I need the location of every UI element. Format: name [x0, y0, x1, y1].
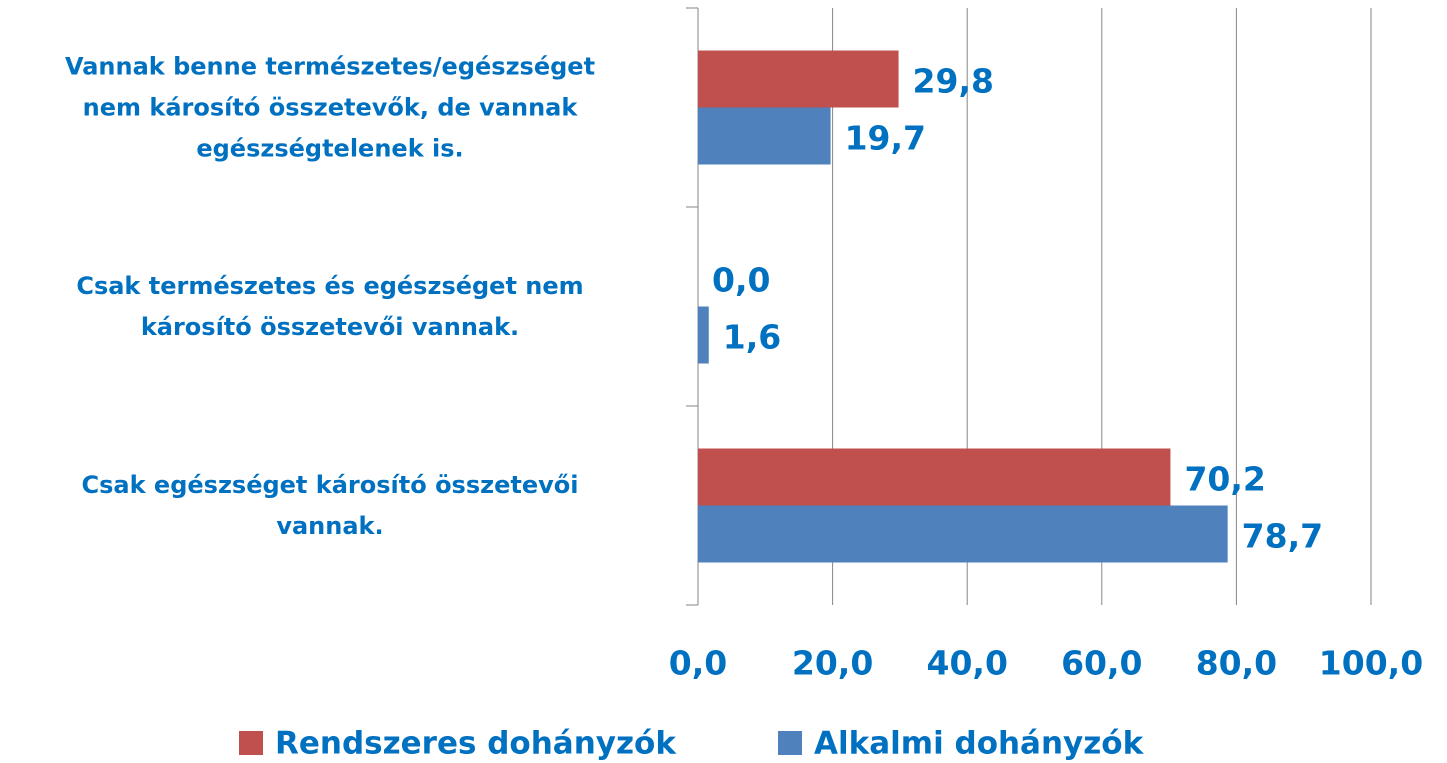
bar — [698, 50, 899, 108]
legend-swatch — [239, 731, 263, 755]
category-label: Csak természetes és egészséget nem káros… — [76, 271, 584, 341]
bar — [698, 306, 709, 364]
value-label: 78,7 — [1242, 517, 1323, 556]
value-label: 70,2 — [1184, 460, 1265, 499]
value-label: 29,8 — [913, 62, 994, 101]
x-tick-label: 100,0 — [1319, 644, 1423, 683]
x-tick-label: 0,0 — [669, 644, 727, 683]
x-tick-label: 80,0 — [1196, 644, 1277, 683]
value-label: 0,0 — [712, 261, 770, 300]
bar — [698, 448, 1171, 506]
x-tick-label: 40,0 — [926, 644, 1007, 683]
category-label: Csak egészséget károsító összetevői vann… — [81, 470, 579, 540]
x-tick-label: 20,0 — [792, 644, 873, 683]
legend-label: Alkalmi dohányzók — [814, 726, 1145, 762]
legend-label: Rendszeres dohányzók — [275, 726, 677, 762]
x-tick-label: 60,0 — [1061, 644, 1142, 683]
category-label: Vannak benne természetes/egészséget nem … — [64, 52, 596, 162]
value-label: 19,7 — [845, 119, 926, 158]
value-label: 1,6 — [723, 318, 781, 357]
bar — [698, 107, 831, 165]
bar — [698, 505, 1228, 563]
legend-swatch — [778, 731, 802, 755]
